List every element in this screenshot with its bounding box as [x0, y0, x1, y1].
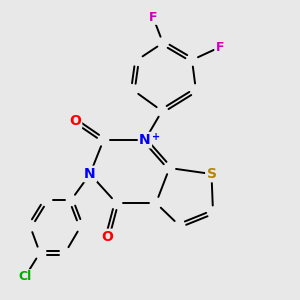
- Text: S: S: [206, 167, 217, 181]
- Text: O: O: [69, 114, 81, 128]
- Text: F: F: [149, 11, 157, 24]
- Text: +: +: [152, 131, 160, 142]
- Text: Cl: Cl: [18, 270, 32, 284]
- Text: N: N: [84, 167, 96, 181]
- Text: F: F: [216, 40, 224, 54]
- Text: N: N: [139, 133, 151, 147]
- Text: O: O: [101, 230, 113, 244]
